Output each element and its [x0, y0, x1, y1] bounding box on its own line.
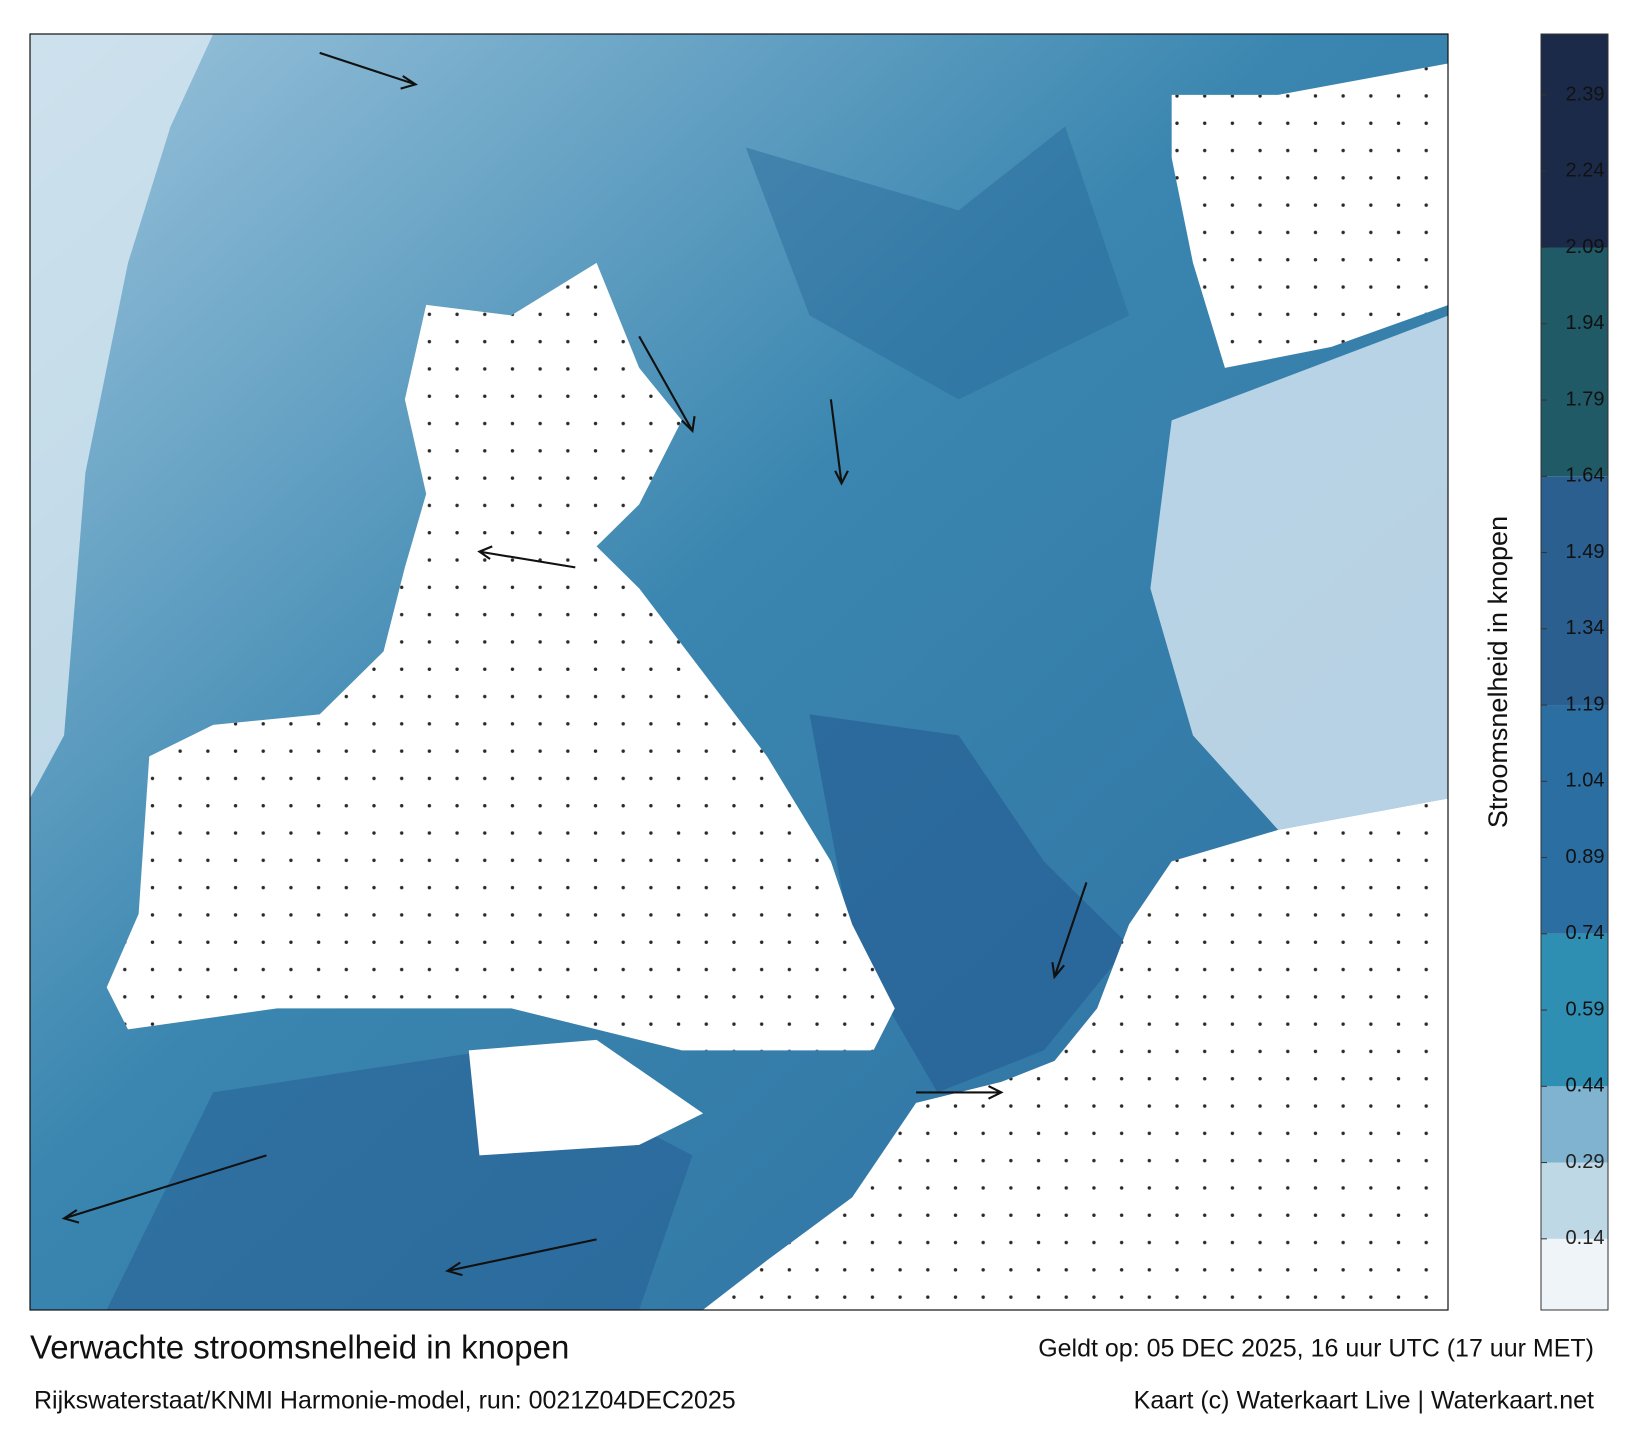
- colorbar-tick-label: 0.89: [1566, 846, 1605, 868]
- colorbar: 0.14 0.29 0.44 0.59 0.74 0.89 1.04 1.19 1.34 1.49…: [1541, 34, 1608, 1310]
- colorbar-band: [1541, 705, 1608, 934]
- colorbar-tick-label: 0.59: [1566, 998, 1605, 1020]
- shallow-sea: [30, 34, 214, 799]
- colorbar-band: [1541, 1162, 1608, 1239]
- colorbar-tick-label: 1.19: [1566, 693, 1605, 715]
- colorbar-tick-label: 1.64: [1566, 465, 1605, 487]
- deep-current: [745, 126, 1130, 400]
- title: Verwachte stroomsnelheid in knopen: [30, 1329, 569, 1366]
- credit: Kaart (c) Waterkaart Live | Waterkaart.n…: [1134, 1387, 1594, 1415]
- valid-time: Geldt op: 05 DEC 2025, 16 uur UTC (17 uu…: [1038, 1335, 1594, 1363]
- colorbar-tick-label: 0.44: [1566, 1075, 1605, 1097]
- colorbar-band: [1541, 1086, 1608, 1163]
- colorbar-band: [1541, 476, 1608, 706]
- shapes: [30, 34, 1448, 1310]
- land-grid: [106, 63, 1448, 1310]
- shallow-sea: [1150, 315, 1448, 830]
- colorbar-band: [1541, 247, 1608, 477]
- colorbar-label: Stroomsnelheid in knopen: [1483, 516, 1513, 828]
- colorbar-tick-label: 1.34: [1566, 617, 1605, 639]
- colorbar-tick-label: 1.94: [1566, 312, 1605, 334]
- colorbar-tick-label: 1.79: [1566, 388, 1605, 410]
- deep-current: [809, 714, 1130, 1093]
- colorbar-frame: [1540, 33, 1609, 1311]
- colorbar-tick-label: 2.09: [1566, 236, 1605, 258]
- colorbar-band: [1541, 1238, 1608, 1310]
- colorbar-tick-label: 2.39: [1566, 83, 1605, 105]
- map: [30, 34, 1448, 1310]
- colorbar-tick-label: 0.14: [1566, 1227, 1605, 1249]
- colorbar-tick-label: 2.24: [1566, 160, 1605, 182]
- colorbar-band: [1541, 933, 1608, 1087]
- colorbar-tick-label: 1.04: [1566, 770, 1605, 792]
- colorbar-band: [1541, 34, 1608, 248]
- colorbar-tick-label: 1.49: [1566, 541, 1605, 563]
- colorbar-tick-label: 0.74: [1566, 922, 1605, 944]
- colorbar-tick-label: 0.29: [1566, 1151, 1605, 1173]
- current-arrows: [61, 51, 1088, 1277]
- map-frame: [29, 33, 1449, 1311]
- subtitle: Rijkswaterstaat/KNMI Harmonie-model, run…: [34, 1387, 736, 1415]
